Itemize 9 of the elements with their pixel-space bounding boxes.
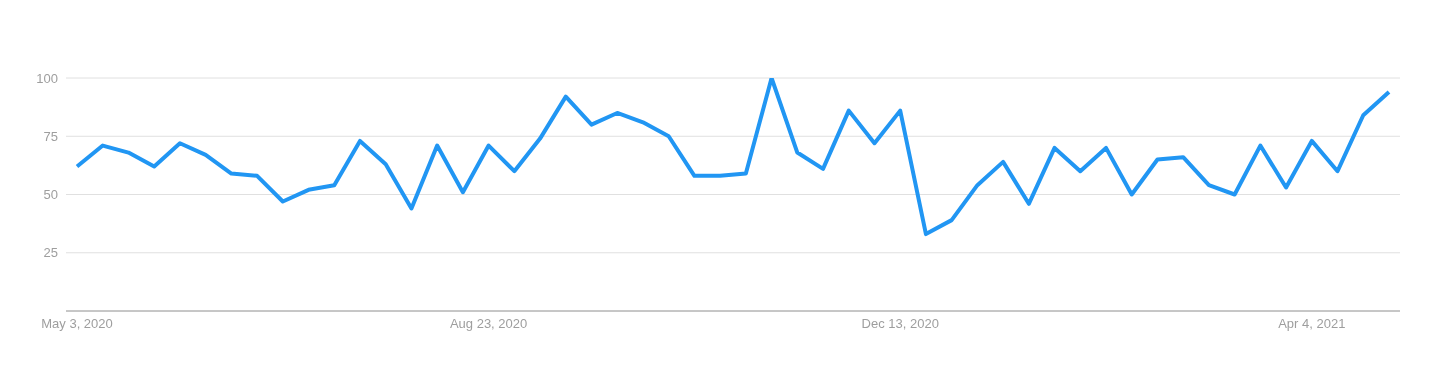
x-tick-label: Apr 4, 2021 [1278,316,1346,332]
x-tick-label: Dec 13, 2020 [861,316,939,332]
y-tick-label: 75 [43,128,58,144]
x-tick-label: Aug 23, 2020 [449,316,528,332]
x-tick-label: May 3, 2020 [41,316,113,332]
y-tick-label: 25 [43,245,58,261]
line-series [75,78,1391,237]
y-tick-label: 50 [43,187,58,203]
y-tick-label: 100 [36,70,58,86]
